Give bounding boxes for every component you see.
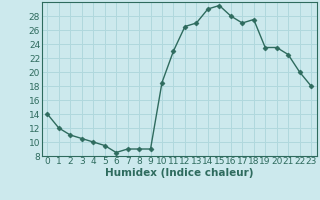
X-axis label: Humidex (Indice chaleur): Humidex (Indice chaleur) <box>105 168 253 178</box>
